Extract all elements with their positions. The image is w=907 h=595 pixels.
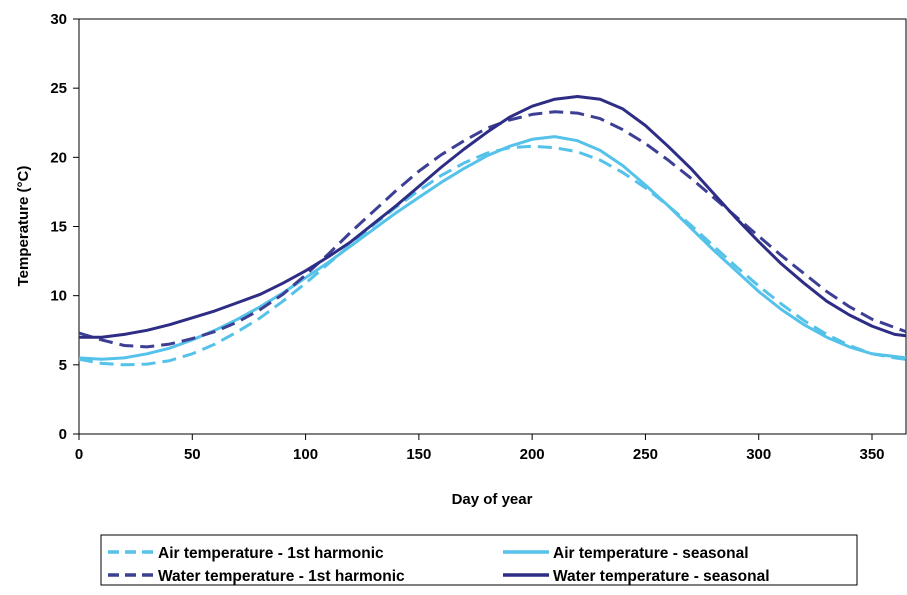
legend-label-air-1st-harmonic: Air temperature - 1st harmonic [158, 545, 384, 562]
x-tick-label: 50 [184, 446, 201, 463]
y-tick-label: 5 [59, 357, 67, 374]
series-line-4 [79, 95, 907, 339]
y-axis-ticks: 0 5 10 15 20 25 30 [50, 11, 79, 443]
x-tick-label: 350 [859, 446, 884, 463]
x-tick-label: 0 [75, 446, 83, 463]
series-line-2 [78, 135, 907, 361]
y-tick-label: 25 [50, 80, 67, 97]
legend-label-water-1st-harmonic: Water temperature - 1st harmonic [158, 568, 405, 585]
legend-label-air-seasonal: Air temperature - seasonal [553, 545, 749, 562]
y-tick-label: 30 [50, 11, 67, 28]
legend: Air temperature - 1st harmonic Air tempe… [100, 534, 858, 586]
x-axis-title: Day of year [452, 491, 533, 508]
plot-area [78, 18, 907, 435]
y-axis-title: Temperature (°C) [15, 166, 32, 287]
x-tick-label: 250 [633, 446, 658, 463]
series-layer [78, 95, 907, 367]
x-axis-ticks: 0 50 100 150 200 250 300 350 [75, 434, 885, 463]
y-tick-label: 10 [50, 288, 67, 305]
x-tick-label: 200 [520, 446, 545, 463]
y-tick-label: 20 [50, 149, 67, 166]
y-tick-label: 15 [50, 219, 67, 236]
x-tick-label: 150 [406, 446, 431, 463]
x-tick-label: 300 [746, 446, 771, 463]
legend-label-water-seasonal: Water temperature - seasonal [553, 568, 770, 585]
y-tick-label: 0 [59, 426, 67, 443]
x-tick-label: 100 [293, 446, 318, 463]
legend-box [100, 534, 858, 586]
